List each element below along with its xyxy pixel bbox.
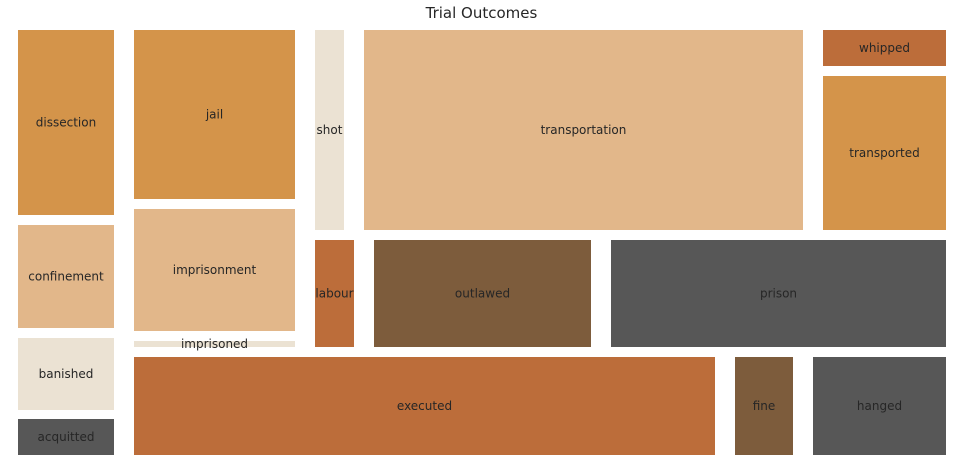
tile-transported bbox=[823, 76, 946, 230]
tile-imprisonment bbox=[134, 209, 295, 331]
tile-label-transported: transported bbox=[849, 146, 919, 160]
tile-label-shot: shot bbox=[317, 123, 343, 137]
tile-label-imprisonment: imprisonment bbox=[173, 263, 257, 277]
tile-label-jail: jail bbox=[205, 108, 223, 122]
chart-title: Trial Outcomes bbox=[425, 4, 538, 22]
tile-label-labour: labour bbox=[315, 287, 353, 301]
tile-executed bbox=[134, 357, 715, 455]
tile-hanged bbox=[813, 357, 946, 455]
tile-fine bbox=[735, 357, 793, 455]
tile-label-fine: fine bbox=[753, 399, 776, 413]
tile-dissection bbox=[18, 30, 114, 215]
tile-label-outlawed: outlawed bbox=[455, 287, 510, 301]
tile-label-imprisoned: imprisoned bbox=[181, 337, 248, 351]
tile-label-hanged: hanged bbox=[857, 399, 902, 413]
tile-shot bbox=[315, 30, 344, 230]
tile-label-banished: banished bbox=[39, 367, 94, 381]
tile-outlawed bbox=[374, 240, 591, 347]
tile-label-confinement: confinement bbox=[28, 270, 104, 284]
tile-transportation bbox=[364, 30, 803, 230]
tile-prison bbox=[611, 240, 946, 347]
tile-labour bbox=[315, 240, 354, 347]
tile-label-executed: executed bbox=[397, 399, 452, 413]
tile-label-acquitted: acquitted bbox=[38, 430, 95, 444]
tile-confinement bbox=[18, 225, 114, 328]
tile-label-dissection: dissection bbox=[36, 116, 96, 130]
tile-whipped bbox=[823, 30, 946, 66]
tile-label-whipped: whipped bbox=[859, 41, 910, 55]
tile-acquitted bbox=[18, 419, 114, 455]
tile-jail bbox=[134, 30, 295, 199]
tile-label-transportation: transportation bbox=[541, 123, 627, 137]
tile-banished bbox=[18, 338, 114, 410]
tile-imprisoned bbox=[134, 341, 295, 347]
tile-label-prison: prison bbox=[760, 287, 797, 301]
